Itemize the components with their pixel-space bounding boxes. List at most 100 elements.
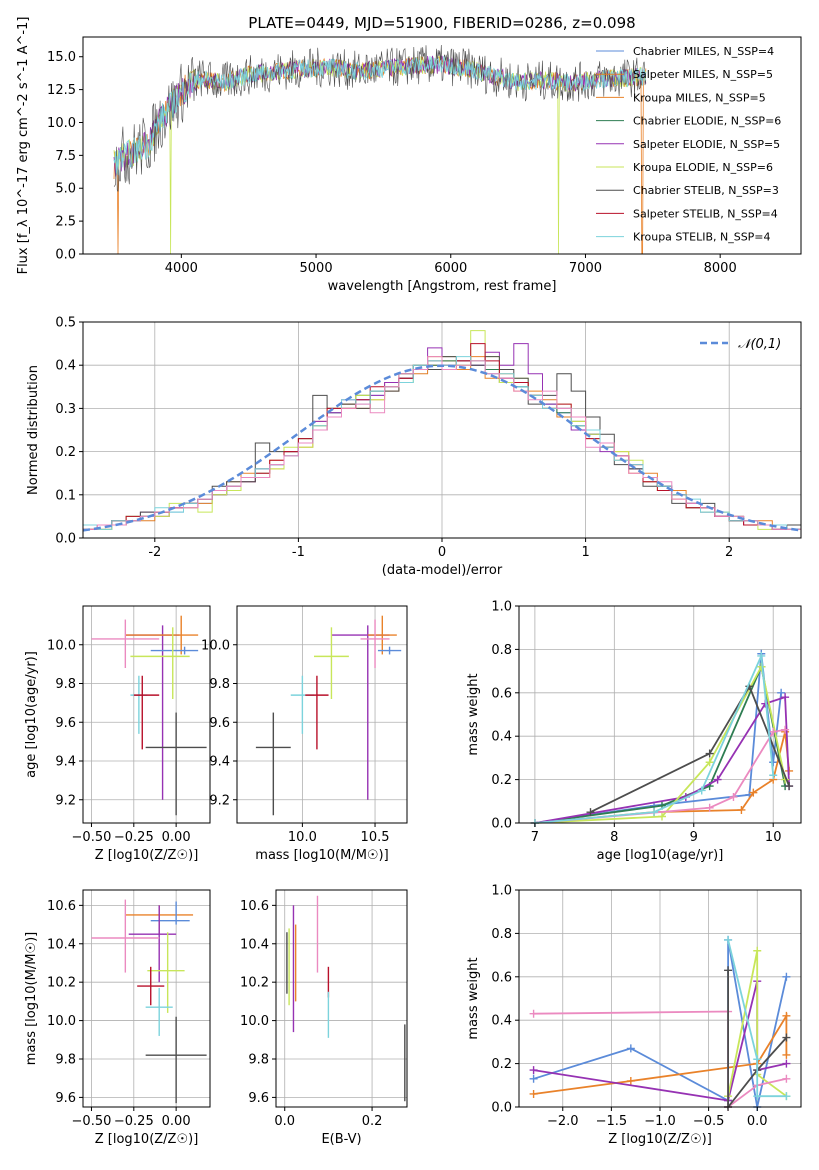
data-point-marker — [785, 782, 794, 791]
spectrum-line — [113, 44, 647, 192]
y-axis-label: mass [log10(M/M☉)] — [24, 932, 39, 1065]
data-point-marker — [737, 805, 746, 814]
y-tick-label: 9.6 — [55, 1091, 76, 1106]
figure-title: PLATE=0449, MJD=51900, FIBERID=0286, z=0… — [248, 14, 635, 32]
panel-spectrum: 4000 5000 6000 7000 8000 0.0 2.5 5.0 7.5 10.0 12.5… — [16, 17, 802, 294]
mass-weight-line — [590, 684, 790, 813]
plot-area — [82, 330, 802, 538]
data-point-marker — [781, 693, 790, 702]
axes-frame — [275, 889, 408, 1108]
data-point-marker — [657, 812, 666, 821]
mass-weight-line — [727, 950, 787, 1097]
y-tick-label: 0.6 — [491, 970, 512, 985]
legend-entry: Chabrier STELIB, N_SSP=3 — [633, 184, 779, 197]
data-point-marker — [782, 1011, 791, 1020]
y-tick-label: 0.4 — [55, 359, 76, 374]
panel-residual-histogram: -2 -1 0 1 2 0.0 0.1 0.2 0.3 0.4 0.5 (data-model)/er… — [26, 316, 802, 578]
data-point-marker — [650, 808, 659, 817]
y-tick-label: 15.0 — [47, 50, 76, 65]
legend: 𝒩(0,1) — [700, 337, 781, 352]
y-tick-label: 9.4 — [55, 755, 76, 770]
data-point-marker — [782, 1074, 791, 1083]
x-tick-label: 10.0 — [288, 830, 317, 845]
y-tick-label: 10.2 — [47, 976, 76, 991]
y-tick-label: 0.3 — [55, 402, 76, 417]
legend-entry: 𝒩(0,1) — [738, 337, 781, 352]
axes-frame — [518, 605, 802, 824]
x-tick-label: 7 — [531, 830, 539, 845]
y-tick-label: 9.2 — [209, 793, 230, 808]
y-tick-label: 5.0 — [55, 182, 76, 197]
x-tick-label: 10.5 — [361, 830, 390, 845]
x-tick-label: −0.25 — [114, 1114, 154, 1129]
legend-entry: Chabrier MILES, N_SSP=4 — [633, 45, 774, 58]
y-tick-label: 9.2 — [55, 793, 76, 808]
panel-mass-vs-Z: −0.50 −0.25 0.00 9.6 9.8 10.0 10.2 10.4 10.6 Z [l… — [24, 889, 211, 1147]
legend-entry: Salpeter STELIB, N_SSP=4 — [633, 207, 778, 220]
data-point-marker — [782, 972, 791, 981]
data-point-marker — [753, 1092, 762, 1101]
data-point-marker — [782, 1050, 791, 1059]
y-tick-label: 10.4 — [47, 937, 76, 952]
x-tick-label: −1.5 — [596, 1114, 628, 1129]
x-tick-label: 6000 — [434, 261, 467, 276]
plot-area — [255, 615, 402, 816]
data-point-marker — [529, 1089, 538, 1098]
y-tick-label: 9.6 — [248, 1091, 269, 1106]
y-tick-label: 9.4 — [209, 755, 230, 770]
panel-age-vs-Z: −0.50 −0.25 0.00 9.2 9.4 9.6 9.8 10.0 Z [log10(Z… — [24, 605, 211, 863]
axes-frame — [82, 321, 802, 539]
y-tick-label: 0.0 — [55, 532, 76, 547]
legend-entry: Kroupa MILES, N_SSP=5 — [633, 91, 766, 104]
legend-entry: Salpeter MILES, N_SSP=5 — [633, 68, 773, 81]
plot-area — [91, 615, 207, 816]
y-axis-label: Flux [f_λ 10^-17 erg cm^-2 s^-1 A^-1] — [16, 17, 31, 275]
data-point-marker — [697, 786, 706, 795]
y-tick-label: 9.8 — [248, 1052, 269, 1067]
y-tick-label: 0.2 — [55, 445, 76, 460]
y-tick-label: 0.6 — [491, 686, 512, 701]
y-axis-label: Normed distribution — [26, 365, 41, 495]
data-point-marker — [749, 788, 758, 797]
x-axis-label: Z [log10(Z/Z☉)] — [95, 848, 199, 863]
data-point-marker — [781, 725, 790, 734]
panel-mass-weight-vs-Z: −2.0 −1.5 −1.0 −0.5 0.0 0.0 0.2 0.4 0.6 0.8 1.0 Z [… — [466, 884, 802, 1147]
y-tick-label: 10.0 — [201, 638, 230, 653]
y-tick-label: 9.8 — [209, 677, 230, 692]
x-axis-label: E(B-V) — [321, 1132, 361, 1147]
y-tick-label: 10.0 — [47, 1014, 76, 1029]
histogram-step — [82, 356, 801, 538]
plot-area — [113, 44, 647, 254]
y-tick-label: 10.0 — [47, 116, 76, 131]
x-tick-label: 7000 — [569, 261, 602, 276]
axes-frame — [82, 889, 211, 1108]
mass-weight-line — [727, 939, 787, 1098]
data-point-marker — [769, 771, 778, 780]
legend: Chabrier MILES, N_SSP=4 Salpeter MILES, N… — [596, 45, 781, 244]
y-tick-label: 9.8 — [55, 677, 76, 692]
legend-entry: Salpeter ELODIE, N_SSP=5 — [633, 138, 780, 151]
y-tick-label: 0.8 — [491, 927, 512, 942]
axes-frame — [82, 36, 802, 255]
x-tick-label: 0.00 — [162, 830, 191, 845]
legend-entry: Kroupa STELIB, N_SSP=4 — [633, 231, 771, 244]
data-point-marker — [724, 935, 733, 944]
plot-area — [286, 895, 406, 1102]
spectrum-line — [113, 56, 647, 176]
x-tick-label: 9 — [690, 830, 698, 845]
y-tick-label: 0.0 — [491, 1101, 512, 1116]
data-point-marker — [769, 758, 778, 767]
x-tick-label: -2 — [148, 545, 161, 560]
y-tick-label: 10.2 — [240, 976, 269, 991]
x-axis-label: Z [log10(Z/Z☉)] — [95, 1132, 199, 1147]
plot-area — [91, 899, 207, 1104]
axes-frame — [236, 605, 408, 824]
x-tick-label: −2.0 — [547, 1114, 579, 1129]
mass-weight-line — [727, 970, 788, 1110]
legend-entry: Chabrier ELODIE, N_SSP=6 — [633, 115, 781, 128]
axes-frame — [518, 889, 802, 1108]
y-tick-label: 0.0 — [491, 817, 512, 832]
y-tick-label: 1.0 — [491, 600, 512, 615]
y-tick-label: 0.2 — [491, 773, 512, 788]
